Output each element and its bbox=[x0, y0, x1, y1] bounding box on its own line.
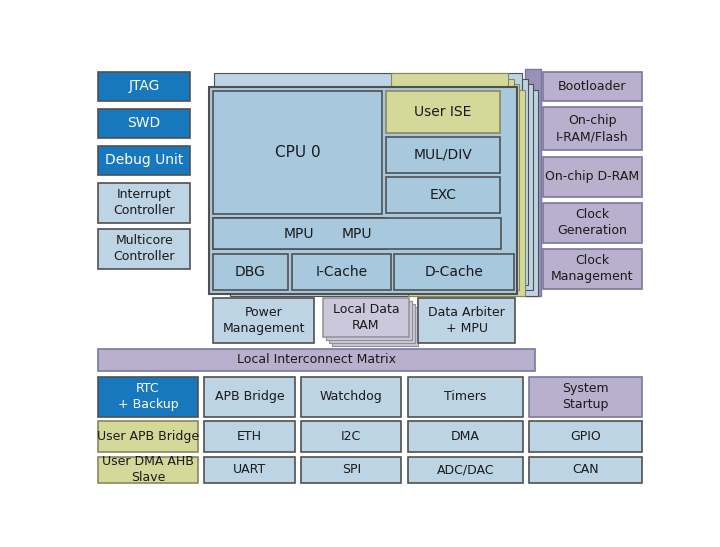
Text: I-Cache: I-Cache bbox=[315, 265, 367, 279]
Text: JTAG: JTAG bbox=[128, 79, 160, 94]
Text: On-chip D-RAM: On-chip D-RAM bbox=[545, 170, 639, 183]
Text: MPU: MPU bbox=[342, 226, 372, 241]
Bar bbox=[386, 177, 500, 213]
Text: APB Bridge: APB Bridge bbox=[215, 390, 284, 403]
Bar bbox=[98, 146, 190, 175]
Text: SWD: SWD bbox=[127, 117, 161, 130]
Bar bbox=[98, 421, 198, 452]
Text: Interrupt
Controller: Interrupt Controller bbox=[114, 188, 175, 217]
Bar bbox=[418, 298, 516, 343]
Bar bbox=[98, 377, 198, 417]
Text: MPU: MPU bbox=[284, 226, 315, 241]
Text: D-Cache: D-Cache bbox=[425, 265, 484, 279]
Bar bbox=[98, 183, 190, 223]
Text: User APB Bridge: User APB Bridge bbox=[97, 430, 199, 443]
Text: Bootloader: Bootloader bbox=[558, 80, 626, 93]
Bar bbox=[220, 79, 528, 285]
Text: Power
Management: Power Management bbox=[222, 306, 305, 335]
Bar bbox=[529, 377, 642, 417]
Text: EXC: EXC bbox=[429, 188, 456, 202]
Bar bbox=[204, 457, 295, 483]
Text: Clock
Management: Clock Management bbox=[551, 254, 634, 283]
Bar bbox=[392, 73, 508, 280]
Bar bbox=[386, 91, 500, 132]
Bar bbox=[323, 298, 409, 337]
Bar bbox=[98, 229, 190, 269]
Text: CAN: CAN bbox=[572, 463, 599, 476]
Text: MUL/DIV: MUL/DIV bbox=[413, 148, 472, 162]
Text: SPI: SPI bbox=[342, 463, 361, 476]
Bar bbox=[326, 301, 412, 340]
Bar bbox=[98, 109, 190, 138]
Text: System
Startup: System Startup bbox=[562, 382, 608, 411]
Text: Clock
Generation: Clock Generation bbox=[557, 208, 627, 237]
Bar bbox=[543, 156, 642, 196]
Bar bbox=[98, 72, 190, 101]
Bar bbox=[543, 72, 642, 101]
Text: Debug Unit: Debug Unit bbox=[105, 153, 184, 167]
Bar bbox=[292, 253, 390, 290]
Text: GPIO: GPIO bbox=[570, 430, 600, 443]
Bar bbox=[332, 307, 418, 346]
Bar bbox=[543, 249, 642, 289]
Text: RTC
+ Backup: RTC + Backup bbox=[117, 382, 179, 411]
Bar bbox=[301, 457, 401, 483]
Bar bbox=[209, 87, 517, 294]
Text: ETH: ETH bbox=[237, 430, 262, 443]
Text: Data Arbiter
+ MPU: Data Arbiter + MPU bbox=[428, 306, 505, 335]
Bar bbox=[408, 377, 523, 417]
Text: CPU 0: CPU 0 bbox=[274, 145, 320, 160]
Text: User ISE: User ISE bbox=[414, 105, 472, 119]
Bar bbox=[98, 457, 198, 483]
Bar bbox=[212, 218, 386, 249]
Bar bbox=[301, 377, 401, 417]
Text: DMA: DMA bbox=[451, 430, 480, 443]
Bar bbox=[225, 84, 533, 290]
Bar bbox=[204, 377, 295, 417]
Bar bbox=[329, 304, 415, 343]
Bar bbox=[98, 349, 536, 370]
Text: User DMA AHB
Slave: User DMA AHB Slave bbox=[102, 456, 194, 485]
Bar bbox=[212, 253, 288, 290]
Bar bbox=[408, 90, 525, 296]
Bar bbox=[301, 421, 401, 452]
Bar bbox=[212, 298, 315, 343]
Bar bbox=[408, 457, 523, 483]
Text: I2C: I2C bbox=[341, 430, 361, 443]
Bar bbox=[526, 69, 541, 296]
Bar bbox=[529, 421, 642, 452]
Bar bbox=[402, 84, 519, 290]
Text: Watchdog: Watchdog bbox=[320, 390, 382, 403]
Bar bbox=[543, 107, 642, 150]
Text: UART: UART bbox=[233, 463, 266, 476]
Bar bbox=[204, 421, 295, 452]
Bar bbox=[212, 91, 382, 214]
Bar bbox=[230, 90, 539, 296]
Text: Timers: Timers bbox=[444, 390, 487, 403]
Text: ADC/DAC: ADC/DAC bbox=[436, 463, 494, 476]
Text: Local Data
RAM: Local Data RAM bbox=[333, 303, 399, 332]
Bar bbox=[215, 73, 522, 280]
Bar bbox=[212, 218, 501, 249]
Text: Local Interconnect Matrix: Local Interconnect Matrix bbox=[237, 353, 396, 366]
Bar bbox=[543, 203, 642, 243]
Bar bbox=[408, 421, 523, 452]
Text: Multicore
Controller: Multicore Controller bbox=[114, 235, 175, 264]
Text: On-chip
I-RAM/Flash: On-chip I-RAM/Flash bbox=[556, 114, 629, 143]
Bar bbox=[386, 137, 500, 173]
Text: DBG: DBG bbox=[235, 265, 266, 279]
Bar bbox=[395, 253, 514, 290]
Bar bbox=[397, 79, 514, 285]
Bar bbox=[529, 457, 642, 483]
